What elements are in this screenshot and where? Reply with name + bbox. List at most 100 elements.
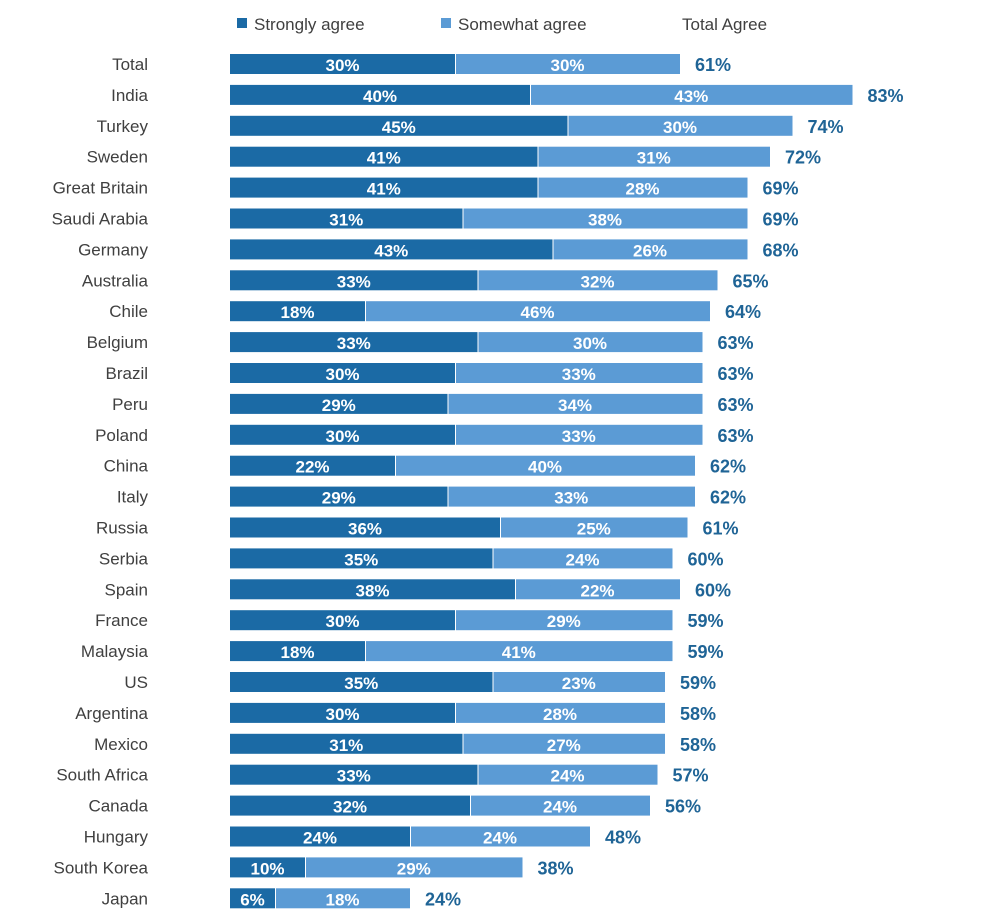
data-label-strongly-agree: 33% xyxy=(337,334,371,353)
bar-strongly-agree xyxy=(230,548,493,569)
data-label-somewhat-agree: 32% xyxy=(580,272,614,291)
category-label: Great Britain xyxy=(53,179,148,198)
data-label-somewhat-agree: 24% xyxy=(483,829,517,848)
data-label-strongly-agree: 30% xyxy=(325,56,359,75)
data-label-strongly-agree: 35% xyxy=(344,550,378,569)
bar-strongly-agree xyxy=(230,332,478,353)
bar-somewhat-agree xyxy=(456,363,703,383)
legend-label-total-agree: Total Agree xyxy=(682,15,767,34)
bar-strongly-agree xyxy=(230,702,455,723)
bar-strongly-agree xyxy=(230,146,538,167)
data-label-total-agree: 61% xyxy=(703,519,739,539)
bar-somewhat-agree xyxy=(478,270,718,291)
data-label-somewhat-agree: 40% xyxy=(528,458,562,477)
category-label: Germany xyxy=(78,240,148,259)
category-label: China xyxy=(104,457,149,476)
data-label-strongly-agree: 18% xyxy=(280,643,314,662)
bar-somewhat-agree xyxy=(538,146,770,167)
category-label: Serbia xyxy=(99,549,149,568)
data-label-somewhat-agree: 28% xyxy=(625,180,659,199)
data-label-strongly-agree: 24% xyxy=(303,829,337,848)
data-label-somewhat-agree: 46% xyxy=(520,303,554,322)
category-label: Argentina xyxy=(75,704,148,723)
bar-strongly-agree xyxy=(230,486,448,507)
data-label-total-agree: 83% xyxy=(868,86,904,106)
data-label-total-agree: 63% xyxy=(718,333,754,353)
data-label-total-agree: 60% xyxy=(688,549,724,569)
category-label: Brazil xyxy=(105,364,148,383)
bar-strongly-agree xyxy=(230,672,493,692)
legend-swatch-somewhat-agree xyxy=(441,18,451,28)
data-label-somewhat-agree: 31% xyxy=(637,149,671,168)
bar-strongly-agree xyxy=(230,115,568,136)
category-label: Hungary xyxy=(84,828,149,847)
data-label-strongly-agree: 30% xyxy=(325,612,359,631)
category-label: Poland xyxy=(95,426,148,445)
bar-somewhat-agree xyxy=(553,239,748,260)
data-label-total-agree: 65% xyxy=(733,271,769,291)
category-label: US xyxy=(124,673,148,692)
data-label-somewhat-agree: 18% xyxy=(325,890,359,909)
data-label-total-agree: 64% xyxy=(725,302,761,322)
data-label-somewhat-agree: 41% xyxy=(502,643,536,662)
legend-label-strongly-agree: Strongly agree xyxy=(254,15,365,34)
category-label: Total xyxy=(112,55,148,74)
category-label: South Korea xyxy=(53,858,148,877)
data-label-somewhat-agree: 43% xyxy=(674,87,708,106)
data-label-somewhat-agree: 23% xyxy=(562,674,596,693)
category-label: Japan xyxy=(102,889,148,908)
bar-somewhat-agree xyxy=(396,455,695,476)
data-label-somewhat-agree: 38% xyxy=(588,211,622,230)
data-label-somewhat-agree: 33% xyxy=(554,489,588,508)
category-label: Sweden xyxy=(87,148,148,167)
bar-somewhat-agree xyxy=(568,115,793,136)
data-label-total-agree: 74% xyxy=(808,117,844,137)
category-label: Turkey xyxy=(97,117,149,136)
data-label-strongly-agree: 29% xyxy=(322,489,356,508)
data-label-somewhat-agree: 29% xyxy=(397,859,431,878)
bar-strongly-agree xyxy=(230,239,553,260)
bar-somewhat-agree xyxy=(411,826,590,847)
data-label-somewhat-agree: 30% xyxy=(550,56,584,75)
bar-somewhat-agree xyxy=(471,795,650,816)
bar-strongly-agree xyxy=(230,54,455,74)
bar-somewhat-agree xyxy=(456,610,673,631)
data-label-total-agree: 38% xyxy=(538,858,574,878)
category-label: South Africa xyxy=(56,766,148,785)
bar-somewhat-agree xyxy=(531,84,853,105)
data-label-strongly-agree: 32% xyxy=(333,798,367,817)
data-label-total-agree: 48% xyxy=(605,828,641,848)
data-label-total-agree: 59% xyxy=(688,611,724,631)
data-label-strongly-agree: 40% xyxy=(363,87,397,106)
bar-strongly-agree xyxy=(230,888,275,909)
legend-swatch-strongly-agree xyxy=(237,18,247,28)
data-label-somewhat-agree: 26% xyxy=(633,241,667,260)
bar-somewhat-agree xyxy=(448,486,695,507)
bar-strongly-agree xyxy=(230,764,478,785)
bar-strongly-agree xyxy=(230,270,478,291)
legend-label-somewhat-agree: Somewhat agree xyxy=(458,15,587,34)
bar-somewhat-agree xyxy=(276,888,410,909)
category-label: India xyxy=(111,86,148,105)
data-label-strongly-agree: 33% xyxy=(337,272,371,291)
data-label-total-agree: 69% xyxy=(763,179,799,199)
data-label-strongly-agree: 22% xyxy=(295,458,329,477)
data-label-somewhat-agree: 24% xyxy=(550,767,584,786)
data-label-total-agree: 58% xyxy=(680,704,716,724)
data-label-somewhat-agree: 24% xyxy=(565,550,599,569)
data-label-total-agree: 57% xyxy=(673,766,709,786)
data-label-strongly-agree: 38% xyxy=(355,581,389,600)
data-label-somewhat-agree: 25% xyxy=(577,520,611,539)
data-label-strongly-agree: 6% xyxy=(240,890,265,909)
data-label-somewhat-agree: 22% xyxy=(580,581,614,600)
bar-strongly-agree xyxy=(230,455,395,476)
data-label-total-agree: 24% xyxy=(425,889,461,909)
data-label-strongly-agree: 29% xyxy=(322,396,356,415)
bar-somewhat-agree xyxy=(493,548,673,569)
bar-somewhat-agree xyxy=(463,208,748,229)
category-label: Italy xyxy=(117,488,149,507)
bar-somewhat-agree xyxy=(493,672,665,692)
bar-somewhat-agree xyxy=(478,764,658,785)
bar-somewhat-agree xyxy=(463,733,665,754)
data-label-total-agree: 56% xyxy=(665,797,701,817)
